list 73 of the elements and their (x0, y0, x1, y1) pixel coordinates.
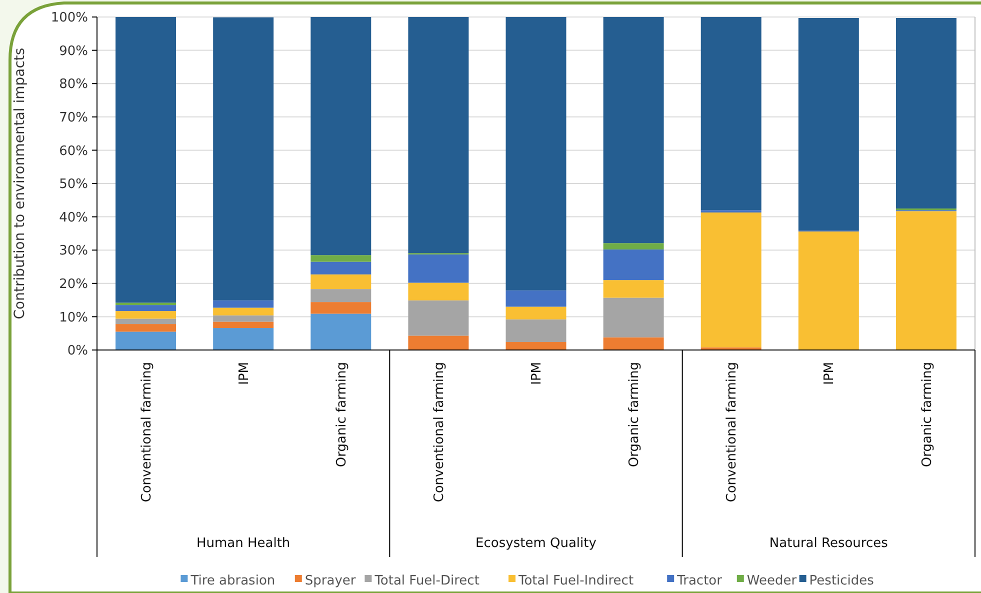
legend-label: Tire abrasion (190, 574, 276, 589)
text: Human Health (196, 536, 290, 551)
bar (896, 18, 956, 208)
bar (310, 255, 372, 262)
bar (310, 314, 372, 350)
bar (213, 322, 274, 328)
bar (310, 302, 372, 314)
bar (506, 342, 566, 350)
x-tick-label: Conventional farming (724, 362, 740, 502)
legend-label: Tractor (676, 574, 723, 589)
y-tick-label: 60% (59, 144, 88, 159)
bar (310, 289, 372, 302)
x-tick-label: Organic farming (627, 362, 642, 468)
bar (116, 302, 176, 306)
bar (896, 211, 956, 350)
legend-label: Total Fuel-Indirect (518, 574, 634, 589)
bar (116, 305, 176, 312)
y-tick-label: 20% (59, 276, 88, 292)
legend-label: Sprayer (304, 574, 356, 589)
bar (213, 17, 274, 300)
x-tick-label: Conventional farming (432, 362, 447, 502)
x-tick-label: Organic farming (334, 362, 350, 468)
bar (116, 332, 176, 350)
legend-label: Pesticides (809, 574, 874, 589)
bar (603, 249, 664, 280)
bar (213, 300, 274, 308)
bar (116, 324, 176, 332)
text: Natural Resources (769, 536, 888, 551)
legend-label: Weeder (746, 574, 798, 589)
x-tick-label: IPM (822, 362, 838, 385)
text: Ecosystem Quality (476, 536, 597, 551)
bar (408, 282, 469, 300)
y-axis-title: Contribution to environmental impacts (12, 48, 28, 320)
bar (798, 231, 859, 350)
bar (506, 17, 566, 290)
y-tick-label: 40% (59, 210, 88, 226)
bar (310, 274, 372, 290)
bar (116, 311, 176, 319)
legend-label: Total Fuel-Direct (374, 574, 480, 589)
bar (213, 328, 274, 350)
bar (213, 315, 274, 322)
bar (408, 254, 469, 283)
bar (506, 290, 566, 307)
x-tick-label: Conventional farming (139, 362, 154, 502)
bar (310, 17, 372, 256)
y-tick-label: 0% (67, 344, 88, 359)
bar (603, 298, 664, 338)
y-tick-label: 50% (59, 177, 88, 192)
bar (506, 319, 566, 342)
bar (700, 17, 762, 210)
bar (408, 17, 469, 254)
bar (213, 308, 274, 316)
y-tick-label: 100% (50, 10, 88, 26)
bar (116, 318, 176, 324)
bar (603, 17, 664, 244)
bar (700, 212, 762, 348)
y-tick-label: 80% (59, 77, 88, 92)
bar (408, 300, 469, 336)
bar (116, 17, 176, 303)
bar (310, 262, 372, 274)
x-tick-label: Organic farming (920, 362, 935, 468)
bar (408, 336, 469, 350)
x-tick-label: IPM (236, 362, 252, 385)
bar (506, 306, 566, 320)
y-tick-label: 30% (59, 244, 88, 259)
bar (603, 243, 664, 250)
y-tick-label: 70% (59, 110, 88, 126)
bar (798, 18, 859, 230)
bar (603, 337, 664, 350)
y-tick-label: 10% (59, 310, 88, 326)
x-tick-label: IPM (530, 362, 545, 385)
bar (603, 280, 664, 298)
y-tick-label: 90% (59, 44, 88, 59)
